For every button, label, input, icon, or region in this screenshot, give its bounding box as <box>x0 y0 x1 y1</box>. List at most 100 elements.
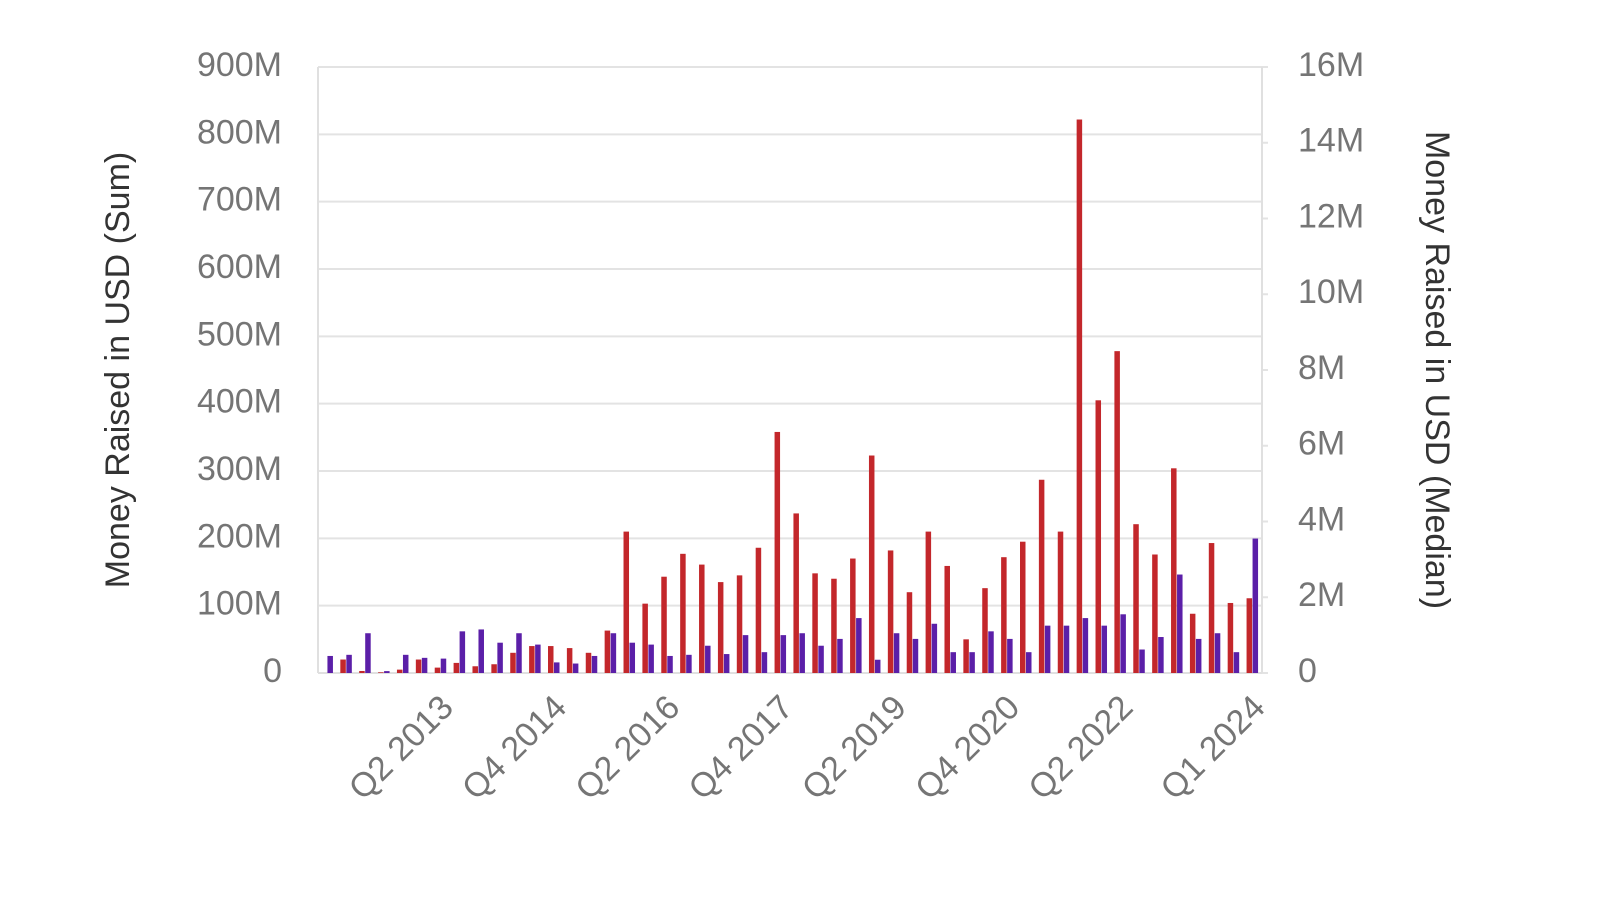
bar <box>723 654 730 673</box>
y-tick-label: 0 <box>263 652 282 690</box>
bar <box>434 667 441 673</box>
bar <box>686 654 692 673</box>
y2-tick-label: 16M <box>1298 46 1364 84</box>
bar <box>1139 649 1145 673</box>
y2-tick-label: 14M <box>1298 122 1364 160</box>
bar <box>472 666 478 673</box>
bar <box>963 639 969 673</box>
bar <box>850 558 856 673</box>
bar <box>1252 538 1259 673</box>
bar <box>812 573 818 673</box>
x-tick-label: Q2 2016 <box>568 688 687 807</box>
bar <box>535 644 541 673</box>
bar <box>1214 633 1221 673</box>
bar <box>1233 652 1240 673</box>
x-tick-label: Q1 2024 <box>1153 688 1272 807</box>
bar <box>1057 531 1064 673</box>
bar <box>969 652 975 673</box>
bar <box>856 618 862 673</box>
bar <box>736 575 743 673</box>
bar <box>705 645 711 673</box>
bar <box>585 652 592 673</box>
x-tick-label: Q4 2017 <box>681 688 800 807</box>
x-tick-label: Q2 2013 <box>342 688 461 807</box>
y-tick-label: 400M <box>197 383 282 421</box>
bar <box>459 631 466 673</box>
bar <box>774 431 781 673</box>
bar <box>1189 613 1196 673</box>
bar <box>1007 638 1013 673</box>
bar <box>365 633 371 673</box>
bar <box>868 455 875 673</box>
bar <box>1171 468 1177 673</box>
y-tick-label: 500M <box>197 315 282 353</box>
bar <box>874 659 881 673</box>
x-tick-label: Q2 2019 <box>795 688 914 807</box>
bar <box>346 654 352 673</box>
bar <box>548 646 554 673</box>
bar <box>661 576 667 673</box>
bar <box>1020 541 1026 673</box>
bar <box>396 669 403 673</box>
bar <box>359 670 365 673</box>
x-tick-label: Q4 2020 <box>908 688 1027 807</box>
bar <box>415 659 422 673</box>
bar <box>1001 557 1007 673</box>
bar <box>642 603 648 673</box>
bar <box>1227 602 1234 673</box>
x-tick-label: Q4 2014 <box>455 688 574 807</box>
bar <box>837 638 843 673</box>
bar <box>604 630 611 673</box>
y-tick-label: 600M <box>197 248 282 286</box>
bar <box>648 644 654 673</box>
y2-tick-label: 2M <box>1298 576 1345 614</box>
bar <box>799 633 805 673</box>
bar <box>755 547 762 673</box>
bar <box>699 564 705 673</box>
bar <box>887 550 894 673</box>
bar <box>742 635 749 673</box>
y-tick-label: 700M <box>197 181 282 219</box>
bar <box>497 642 503 673</box>
y-axis-title: Money Raised in USD (Sum) <box>99 152 137 588</box>
y-tick-label: 800M <box>197 113 282 151</box>
bar <box>440 658 447 673</box>
bar <box>1026 652 1032 673</box>
y2-tick-label: 10M <box>1298 273 1364 311</box>
bar <box>1152 554 1158 673</box>
bar <box>327 655 333 673</box>
bar <box>1076 119 1083 673</box>
bar <box>529 646 535 673</box>
bar <box>831 578 837 673</box>
x-tick-label: Q2 2022 <box>1021 688 1140 807</box>
bar <box>1133 524 1139 673</box>
bar <box>988 631 994 673</box>
bar <box>931 623 938 673</box>
y-tick-label: 900M <box>197 46 282 84</box>
bar <box>510 652 516 673</box>
y2-tick-label: 12M <box>1298 197 1364 235</box>
bar <box>780 635 787 673</box>
y2-tick-label: 6M <box>1298 425 1345 463</box>
bar <box>491 664 497 673</box>
bar <box>554 662 560 673</box>
y2-axis-title: Money Raised in USD (Median) <box>1418 131 1456 609</box>
bar <box>566 648 573 673</box>
bar <box>623 531 630 673</box>
bar <box>591 655 598 673</box>
bar <box>1120 614 1126 673</box>
y-tick-label: 100M <box>197 585 282 623</box>
bar <box>925 531 932 673</box>
bar <box>1114 351 1120 673</box>
bar <box>340 659 346 673</box>
bar <box>680 553 686 673</box>
bar <box>793 513 799 673</box>
bar <box>982 588 988 673</box>
bar <box>893 633 900 673</box>
bar <box>1158 637 1164 673</box>
y-tick-label: 300M <box>197 450 282 488</box>
bar <box>421 657 428 673</box>
bar <box>1208 543 1215 673</box>
bar <box>516 633 522 673</box>
